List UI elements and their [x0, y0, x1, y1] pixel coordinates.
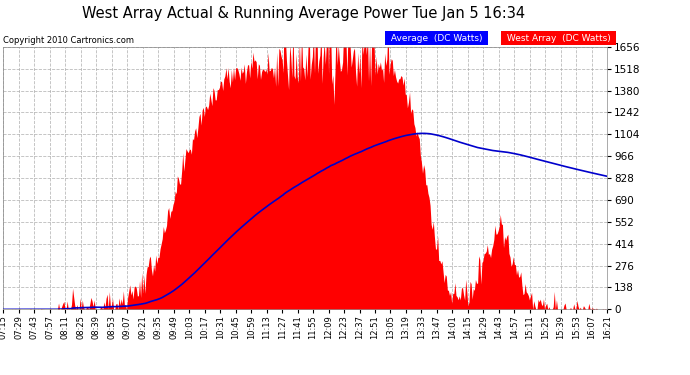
Text: West Array Actual & Running Average Power Tue Jan 5 16:34: West Array Actual & Running Average Powe…	[82, 6, 525, 21]
Text: Average  (DC Watts): Average (DC Watts)	[388, 34, 485, 43]
Text: West Array  (DC Watts): West Array (DC Watts)	[504, 34, 613, 43]
Text: Copyright 2010 Cartronics.com: Copyright 2010 Cartronics.com	[3, 36, 135, 45]
